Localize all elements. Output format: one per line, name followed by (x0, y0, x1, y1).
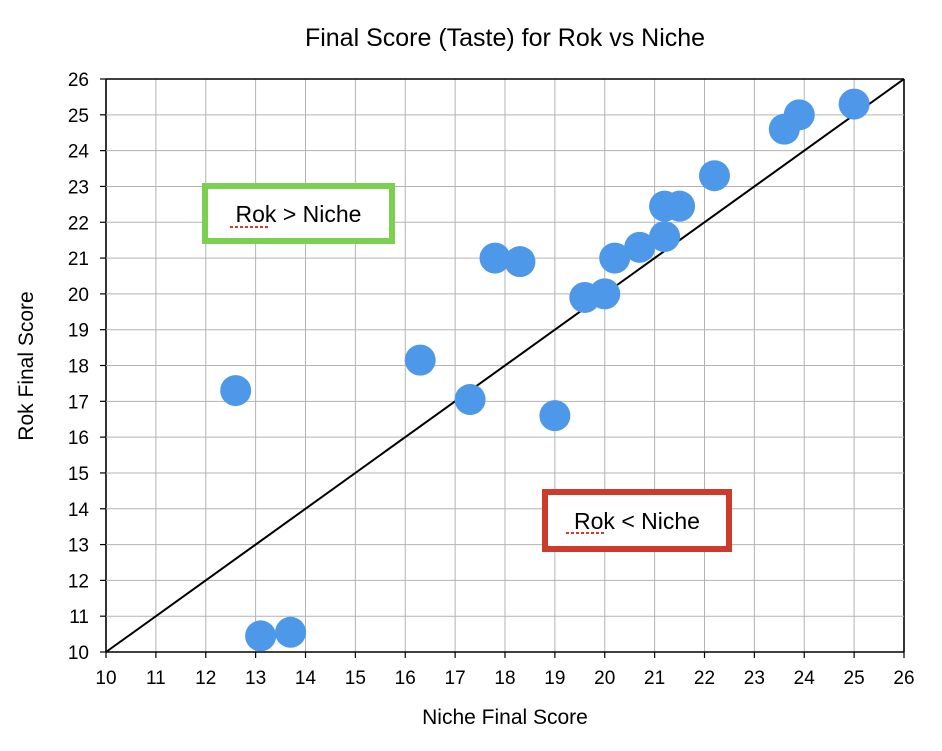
plot-grid (105, 78, 905, 653)
x-axis-title: Niche Final Score (422, 706, 588, 729)
data-point (649, 221, 681, 253)
y-tick-label: 23 (68, 177, 89, 198)
x-tick-label: 18 (494, 668, 515, 689)
x-tick-label: 21 (644, 668, 665, 689)
x-axis-ticks: 10 11 12 13 14 15 16 17 18 19 20 21 22 23 24 25 26 (95, 652, 915, 689)
chart-title: Final Score (Taste) for Rok vs Niche (305, 24, 705, 52)
x-tick-label: 12 (195, 668, 216, 689)
data-points (220, 88, 870, 652)
data-point (599, 242, 631, 274)
x-tick-label: 14 (295, 668, 317, 689)
data-point (479, 242, 511, 274)
data-point (404, 344, 436, 376)
y-tick-label: 19 (68, 321, 89, 342)
y-axis-ticks: 10 11 12 13 14 15 16 17 18 19 20 21 22 23 24 25 26 (68, 70, 106, 664)
x-tick-label: 16 (395, 668, 416, 689)
y-tick-label: 22 (68, 213, 89, 234)
x-tick-label: 23 (744, 668, 765, 689)
y-tick-label: 10 (68, 643, 89, 664)
x-tick-label: 10 (95, 668, 116, 689)
reference-line (105, 78, 905, 653)
x-tick-label: 20 (594, 668, 615, 689)
annotation-rok-less-label: Rok < Niche (574, 508, 700, 534)
data-point (245, 620, 277, 652)
data-point (539, 400, 571, 432)
data-point (220, 375, 252, 407)
reference-diagonal-line (105, 78, 905, 653)
annotation-rok-greater: Rok > Niche (202, 183, 395, 244)
data-point (664, 190, 696, 222)
data-point (275, 616, 307, 648)
x-tick-label: 19 (544, 668, 565, 689)
y-axis-title: Rok Final Score (15, 291, 38, 440)
y-tick-label: 12 (68, 571, 89, 592)
annotation-rok-less: Rok < Niche (542, 489, 732, 552)
data-point (698, 160, 730, 192)
y-tick-label: 24 (68, 142, 90, 163)
y-tick-label: 17 (68, 392, 89, 413)
x-tick-label: 22 (694, 668, 715, 689)
y-tick-label: 14 (68, 500, 90, 521)
y-tick-label: 25 (68, 106, 89, 127)
annotation-rok-greater-box (202, 183, 395, 244)
annotation-rok-less-box (542, 489, 732, 552)
x-tick-label: 15 (345, 668, 366, 689)
y-tick-label: 15 (68, 464, 89, 485)
data-point (589, 278, 621, 310)
x-tick-label: 13 (245, 668, 266, 689)
data-point (504, 246, 536, 278)
data-point (624, 231, 656, 263)
x-tick-label: 17 (445, 668, 466, 689)
data-point (783, 99, 815, 131)
y-tick-label: 26 (68, 70, 89, 91)
y-tick-label: 11 (69, 607, 89, 628)
y-tick-label: 20 (68, 285, 89, 306)
x-tick-label: 24 (794, 668, 816, 689)
x-tick-label: 26 (893, 668, 914, 689)
x-tick-label: 11 (146, 668, 166, 689)
y-tick-label: 21 (68, 249, 89, 270)
y-tick-label: 16 (68, 428, 89, 449)
y-tick-label: 18 (68, 357, 89, 378)
annotation-rok-greater-label: Rok > Niche (236, 201, 362, 227)
y-tick-label: 13 (68, 536, 89, 557)
data-point (838, 88, 870, 120)
data-point (454, 384, 486, 416)
x-tick-label: 25 (844, 668, 865, 689)
